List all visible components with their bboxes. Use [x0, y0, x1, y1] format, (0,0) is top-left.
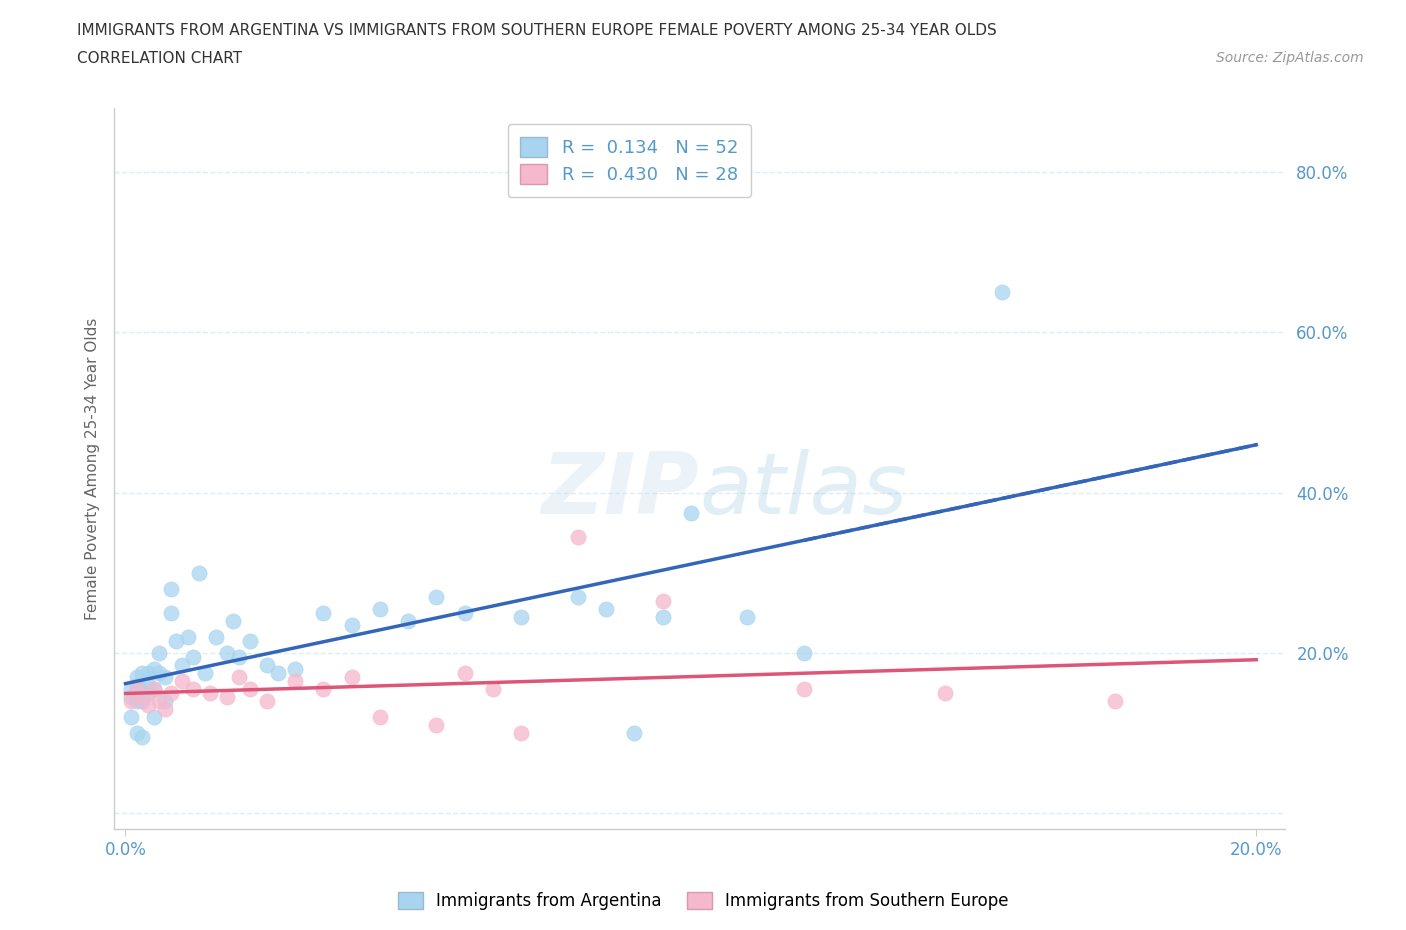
Legend: R =  0.134   N = 52, R =  0.430   N = 28: R = 0.134 N = 52, R = 0.430 N = 28	[508, 125, 751, 196]
Point	[793, 682, 815, 697]
Point	[228, 650, 250, 665]
Point	[1104, 694, 1126, 709]
Point	[425, 590, 447, 604]
Point	[267, 666, 290, 681]
Point	[651, 609, 673, 624]
Point	[567, 529, 589, 544]
Point	[239, 633, 262, 648]
Text: atlas: atlas	[699, 449, 907, 532]
Point	[125, 694, 148, 709]
Point	[153, 702, 176, 717]
Text: CORRELATION CHART: CORRELATION CHART	[77, 51, 242, 66]
Y-axis label: Female Poverty Among 25-34 Year Olds: Female Poverty Among 25-34 Year Olds	[86, 317, 100, 620]
Point	[136, 678, 159, 693]
Point	[131, 682, 153, 697]
Point	[340, 670, 363, 684]
Point	[120, 710, 142, 724]
Point	[120, 682, 142, 697]
Point	[131, 730, 153, 745]
Point	[120, 694, 142, 709]
Text: IMMIGRANTS FROM ARGENTINA VS IMMIGRANTS FROM SOUTHERN EUROPE FEMALE POVERTY AMON: IMMIGRANTS FROM ARGENTINA VS IMMIGRANTS …	[77, 23, 997, 38]
Text: Source: ZipAtlas.com: Source: ZipAtlas.com	[1216, 51, 1364, 65]
Point	[136, 685, 159, 700]
Point	[651, 593, 673, 608]
Point	[136, 698, 159, 712]
Point	[368, 602, 391, 617]
Point	[793, 645, 815, 660]
Point	[256, 658, 278, 672]
Point	[183, 650, 205, 665]
Point	[205, 630, 228, 644]
Point	[217, 690, 239, 705]
Point	[200, 685, 222, 700]
Point	[623, 725, 645, 740]
Point	[170, 658, 193, 672]
Point	[165, 633, 187, 648]
Point	[153, 670, 176, 684]
Point	[934, 685, 956, 700]
Point	[679, 505, 702, 520]
Point	[510, 725, 533, 740]
Point	[194, 666, 217, 681]
Point	[148, 645, 170, 660]
Point	[396, 614, 419, 629]
Point	[148, 694, 170, 709]
Point	[312, 605, 335, 620]
Point	[595, 602, 617, 617]
Point	[284, 673, 307, 688]
Point	[454, 605, 477, 620]
Point	[312, 682, 335, 697]
Point	[222, 614, 245, 629]
Point	[567, 590, 589, 604]
Point	[125, 682, 148, 697]
Point	[340, 618, 363, 632]
Point	[217, 645, 239, 660]
Point	[510, 609, 533, 624]
Point	[148, 666, 170, 681]
Point	[153, 694, 176, 709]
Point	[142, 682, 165, 697]
Point	[125, 725, 148, 740]
Point	[737, 609, 759, 624]
Point	[454, 666, 477, 681]
Point	[125, 670, 148, 684]
Point	[136, 666, 159, 681]
Point	[425, 718, 447, 733]
Point	[159, 685, 181, 700]
Text: ZIP: ZIP	[541, 449, 699, 532]
Point	[284, 661, 307, 676]
Point	[142, 682, 165, 697]
Point	[142, 710, 165, 724]
Point	[159, 581, 181, 596]
Point	[188, 565, 211, 580]
Legend: Immigrants from Argentina, Immigrants from Southern Europe: Immigrants from Argentina, Immigrants fr…	[391, 885, 1015, 917]
Point	[256, 694, 278, 709]
Point	[368, 710, 391, 724]
Point	[131, 666, 153, 681]
Point	[120, 690, 142, 705]
Point	[239, 682, 262, 697]
Point	[170, 673, 193, 688]
Point	[482, 682, 505, 697]
Point	[183, 682, 205, 697]
Point	[991, 285, 1014, 299]
Point	[125, 678, 148, 693]
Point	[131, 690, 153, 705]
Point	[176, 630, 198, 644]
Point	[228, 670, 250, 684]
Point	[142, 661, 165, 676]
Point	[131, 694, 153, 709]
Point	[159, 605, 181, 620]
